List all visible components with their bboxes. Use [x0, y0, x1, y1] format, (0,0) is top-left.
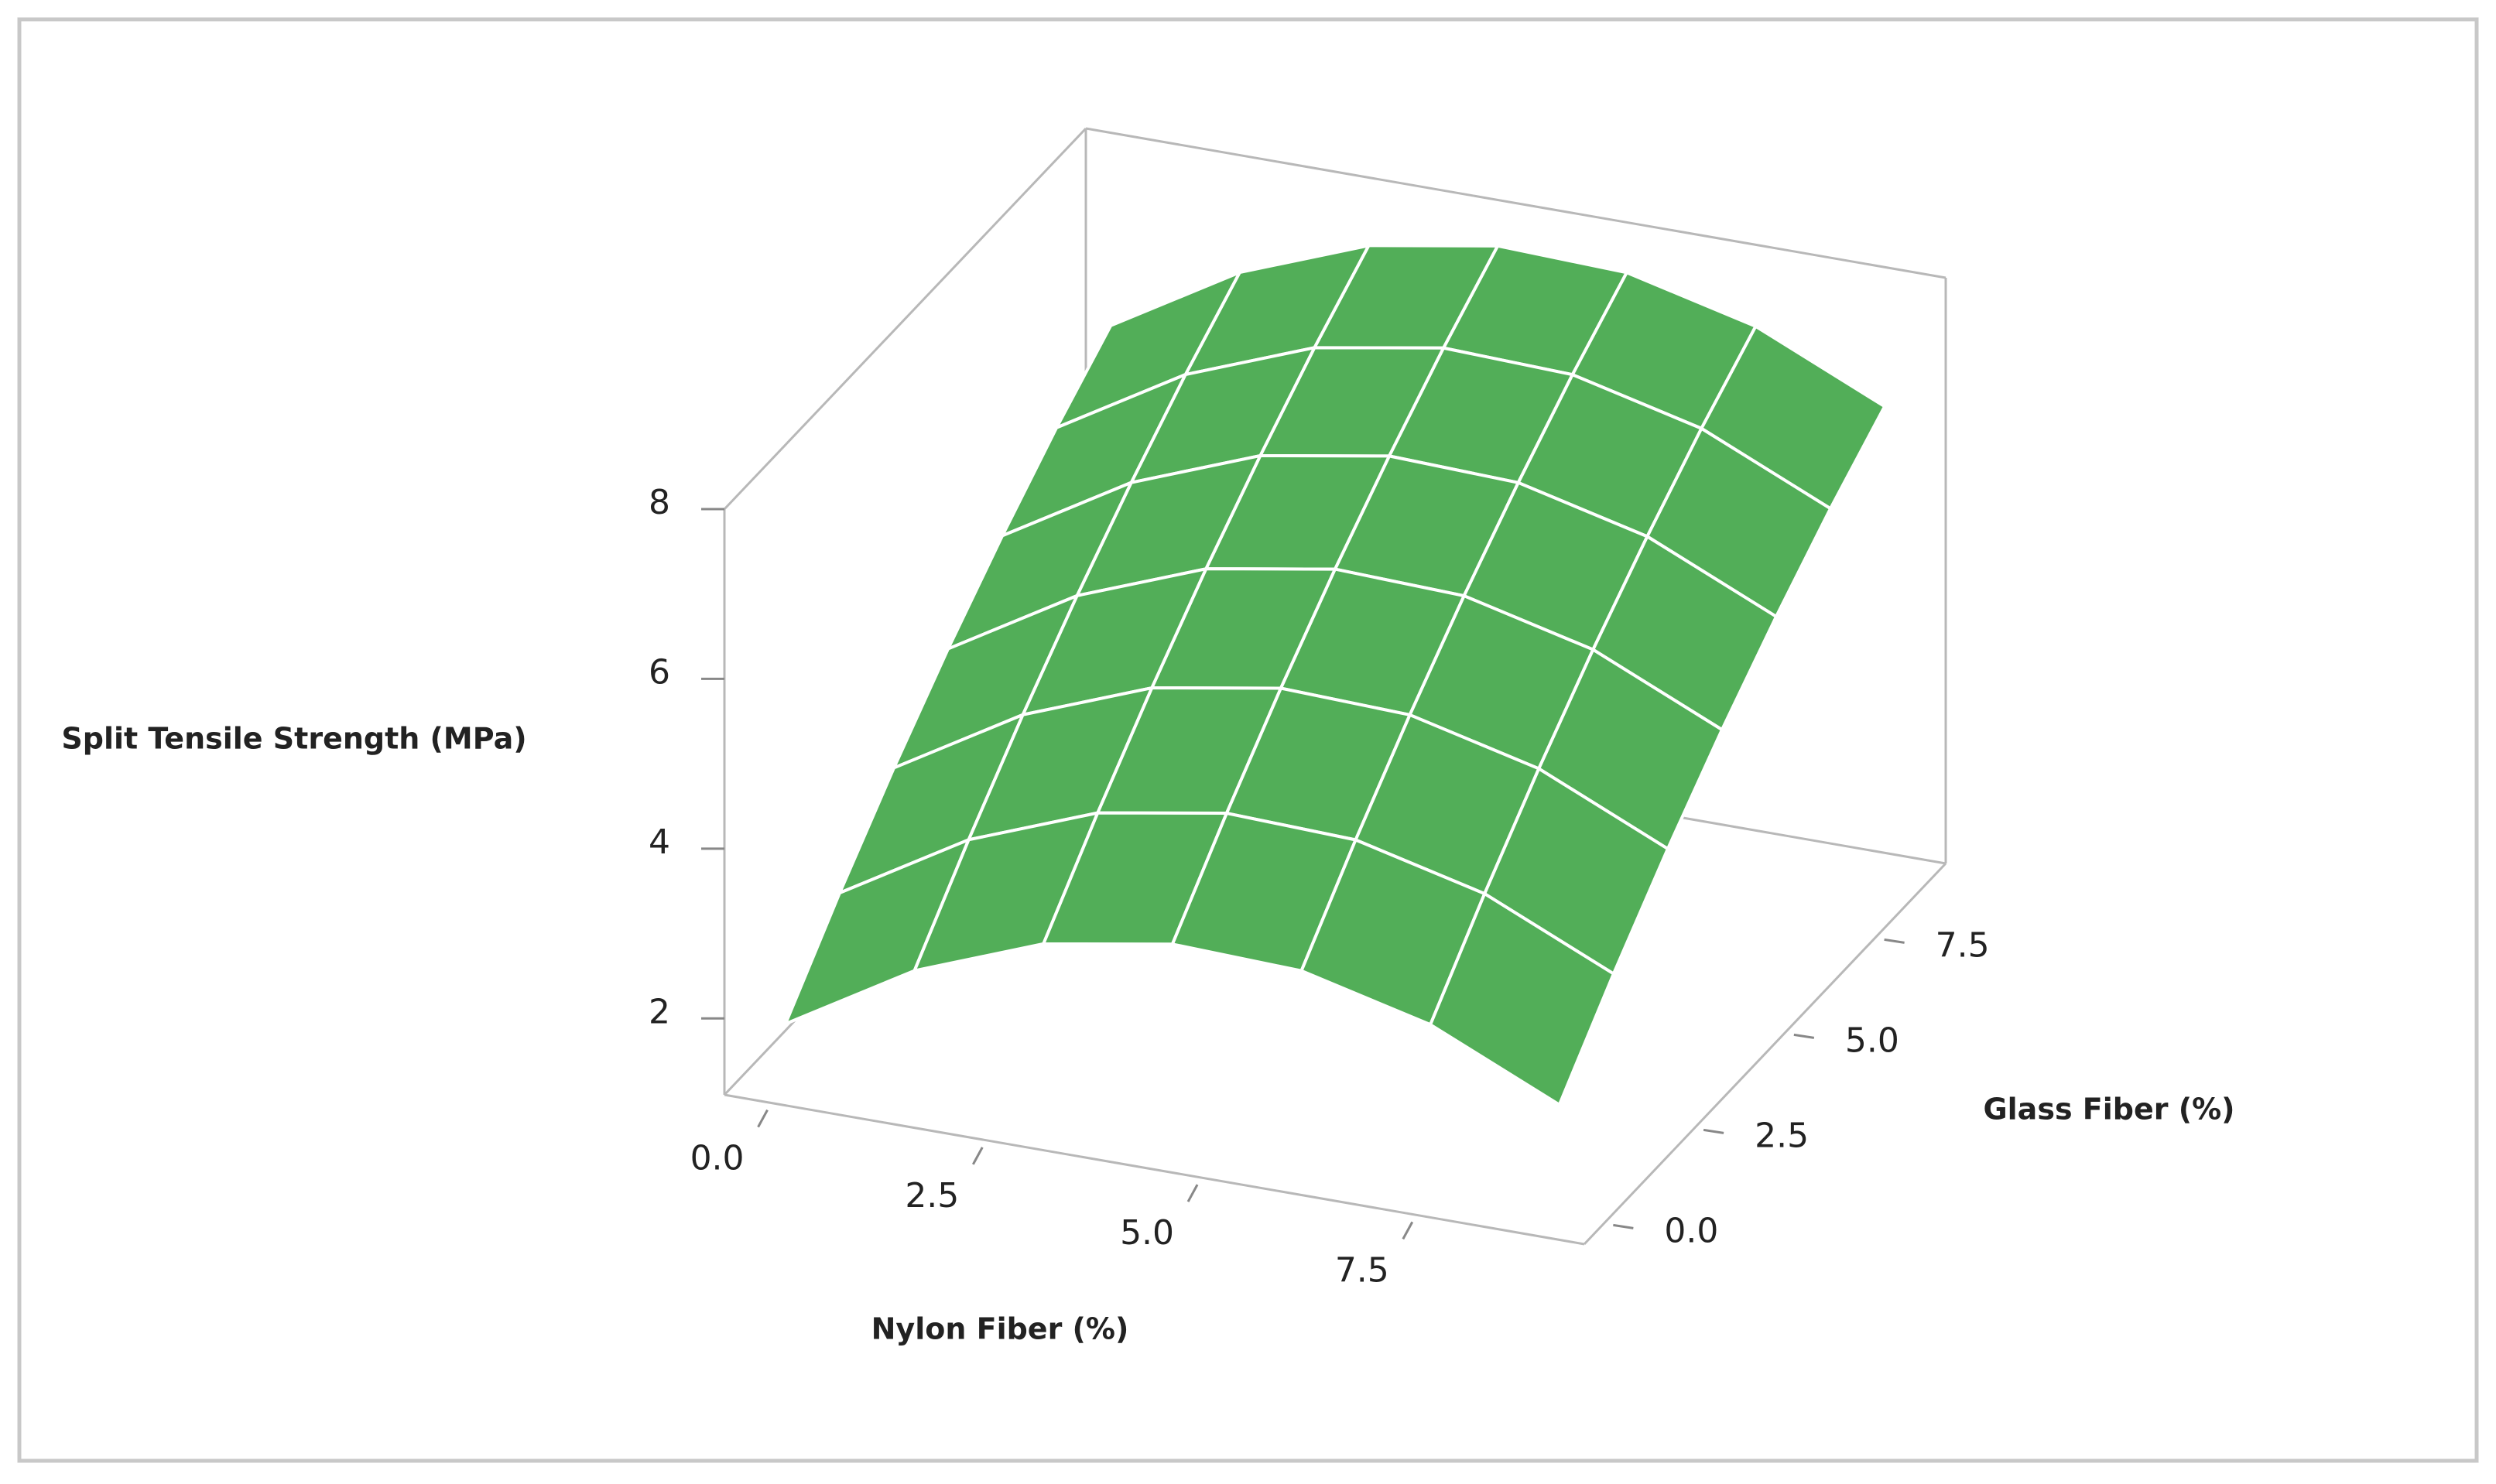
y-tick: [1703, 1128, 1724, 1134]
x-tick: [971, 1147, 984, 1165]
z-axis-title: Split Tensile Strength (MPa): [61, 722, 526, 756]
y-axis-title: Glass Fiber (%): [1983, 1092, 2234, 1127]
y-tick-label: 7.5: [1936, 925, 1990, 965]
axis-frame: [1085, 127, 1946, 279]
x-tick: [757, 1109, 769, 1128]
x-axis-title: Nylon Fiber (%): [871, 1312, 1129, 1346]
surface-patch: [1429, 892, 1615, 1106]
x-tick-label: 5.0: [1120, 1213, 1174, 1253]
axis-frame: [724, 1093, 1585, 1246]
x-tick-label: 0.0: [690, 1139, 745, 1178]
axis-frame: [723, 127, 1087, 511]
y-tick: [1884, 938, 1905, 944]
x-tick: [1186, 1184, 1199, 1202]
z-tick-label: 6: [649, 652, 670, 692]
y-tick: [1613, 1223, 1634, 1229]
axis-frame: [1583, 862, 1947, 1246]
x-tick: [1402, 1221, 1414, 1240]
y-tick-label: 2.5: [1755, 1116, 1809, 1155]
y-tick: [1793, 1033, 1815, 1039]
x-tick-label: 2.5: [905, 1176, 959, 1216]
y-tick-label: 5.0: [1845, 1021, 1899, 1060]
x-tick-label: 7.5: [1335, 1250, 1389, 1290]
z-tick-label: 4: [649, 822, 670, 862]
z-tick-label: 2: [649, 992, 670, 1031]
y-tick-label: 0.0: [1664, 1211, 1718, 1250]
z-tick-label: 8: [649, 483, 670, 522]
